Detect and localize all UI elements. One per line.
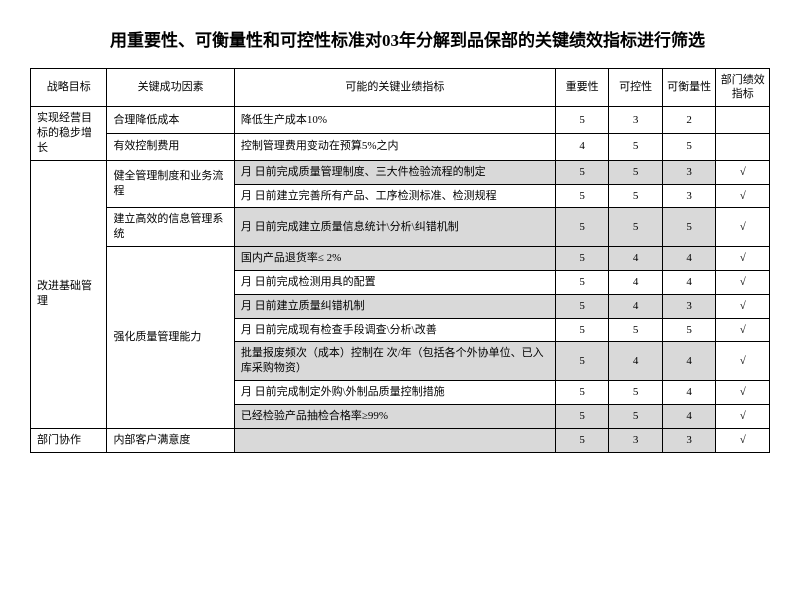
cell-control: 5 — [609, 381, 663, 405]
cell-factor: 强化质量管理能力 — [107, 247, 234, 429]
cell-measure: 3 — [662, 160, 716, 184]
cell-kpi: 月 日前建立质量纠错机制 — [234, 294, 555, 318]
cell-check: √ — [716, 160, 770, 184]
cell-importance: 4 — [555, 133, 609, 160]
cell-strategy: 部门协作 — [31, 428, 107, 452]
cell-measure: 4 — [662, 381, 716, 405]
cell-check: √ — [716, 270, 770, 294]
cell-importance: 5 — [555, 405, 609, 429]
cell-factor: 内部客户满意度 — [107, 428, 234, 452]
table-row: 强化质量管理能力国内产品退货率≤ 2%544√ — [31, 247, 770, 271]
cell-measure: 5 — [662, 133, 716, 160]
cell-check — [716, 133, 770, 160]
cell-factor: 健全管理制度和业务流程 — [107, 160, 234, 208]
table-row: 建立高效的信息管理系统 月 日前完成建立质量信息统计\分析\纠错机制555√ — [31, 208, 770, 247]
cell-factor: 合理降低成本 — [107, 107, 234, 134]
cell-importance: 5 — [555, 184, 609, 208]
cell-importance: 5 — [555, 107, 609, 134]
col-dept: 部门绩效指标 — [716, 68, 770, 107]
cell-control: 5 — [609, 133, 663, 160]
cell-measure: 3 — [662, 294, 716, 318]
cell-control: 3 — [609, 107, 663, 134]
cell-check: √ — [716, 405, 770, 429]
cell-importance: 5 — [555, 208, 609, 247]
table-row: 改进基础管理健全管理制度和业务流程 月 日前完成质量管理制度、三大件检验流程的制… — [31, 160, 770, 184]
cell-measure: 4 — [662, 405, 716, 429]
cell-importance: 5 — [555, 160, 609, 184]
cell-importance: 5 — [555, 247, 609, 271]
cell-control: 5 — [609, 208, 663, 247]
cell-control: 5 — [609, 184, 663, 208]
cell-importance: 5 — [555, 318, 609, 342]
table-row: 实现经营目标的稳步增长合理降低成本降低生产成本10%532 — [31, 107, 770, 134]
col-measure: 可衡量性 — [662, 68, 716, 107]
cell-control: 5 — [609, 318, 663, 342]
kpi-table: 战略目标 关键成功因素 可能的关键业绩指标 重要性 可控性 可衡量性 部门绩效指… — [30, 68, 770, 453]
cell-importance: 5 — [555, 294, 609, 318]
cell-factor: 建立高效的信息管理系统 — [107, 208, 234, 247]
cell-kpi: 已经检验产品抽检合格率≥99% — [234, 405, 555, 429]
cell-check: √ — [716, 381, 770, 405]
cell-kpi: 月 日前完成建立质量信息统计\分析\纠错机制 — [234, 208, 555, 247]
cell-measure: 4 — [662, 342, 716, 381]
cell-measure: 4 — [662, 247, 716, 271]
table-row: 有效控制费用控制管理费用变动在预算5%之内455 — [31, 133, 770, 160]
col-control: 可控性 — [609, 68, 663, 107]
cell-check: √ — [716, 294, 770, 318]
cell-kpi: 降低生产成本10% — [234, 107, 555, 134]
cell-measure: 4 — [662, 270, 716, 294]
cell-control: 5 — [609, 160, 663, 184]
cell-importance: 5 — [555, 342, 609, 381]
cell-importance: 5 — [555, 428, 609, 452]
col-strategy: 战略目标 — [31, 68, 107, 107]
cell-kpi: 月 日前完成质量管理制度、三大件检验流程的制定 — [234, 160, 555, 184]
table-row: 部门协作内部客户满意度533√ — [31, 428, 770, 452]
cell-control: 4 — [609, 294, 663, 318]
cell-check: √ — [716, 428, 770, 452]
cell-check: √ — [716, 318, 770, 342]
cell-importance: 5 — [555, 381, 609, 405]
cell-kpi: 月 日前建立完善所有产品、工序检测标准、检测规程 — [234, 184, 555, 208]
cell-kpi — [234, 428, 555, 452]
cell-control: 5 — [609, 405, 663, 429]
cell-measure: 3 — [662, 184, 716, 208]
cell-measure: 3 — [662, 428, 716, 452]
cell-importance: 5 — [555, 270, 609, 294]
cell-kpi: 月 日前完成制定外购\外制品质量控制措施 — [234, 381, 555, 405]
cell-check — [716, 107, 770, 134]
table-header-row: 战略目标 关键成功因素 可能的关键业绩指标 重要性 可控性 可衡量性 部门绩效指… — [31, 68, 770, 107]
cell-check: √ — [716, 184, 770, 208]
cell-check: √ — [716, 208, 770, 247]
col-kpi: 可能的关键业绩指标 — [234, 68, 555, 107]
cell-kpi: 控制管理费用变动在预算5%之内 — [234, 133, 555, 160]
cell-check: √ — [716, 247, 770, 271]
cell-kpi: 国内产品退货率≤ 2% — [234, 247, 555, 271]
col-importance: 重要性 — [555, 68, 609, 107]
cell-strategy: 实现经营目标的稳步增长 — [31, 107, 107, 161]
cell-check: √ — [716, 342, 770, 381]
cell-control: 4 — [609, 270, 663, 294]
page-title: 用重要性、可衡量性和可控性标准对03年分解到品保部的关键绩效指标进行筛选 — [110, 28, 730, 54]
cell-measure: 5 — [662, 318, 716, 342]
cell-kpi: 月 日前完成检测用具的配置 — [234, 270, 555, 294]
cell-control: 3 — [609, 428, 663, 452]
cell-kpi: 月 日前完成现有检查手段调查\分析\改善 — [234, 318, 555, 342]
cell-measure: 2 — [662, 107, 716, 134]
cell-factor: 有效控制费用 — [107, 133, 234, 160]
cell-measure: 5 — [662, 208, 716, 247]
cell-control: 4 — [609, 342, 663, 381]
cell-kpi: 批量报废频次（成本）控制在 次/年（包括各个外协单位、已入库采购物资） — [234, 342, 555, 381]
cell-control: 4 — [609, 247, 663, 271]
cell-strategy: 改进基础管理 — [31, 160, 107, 428]
col-factor: 关键成功因素 — [107, 68, 234, 107]
